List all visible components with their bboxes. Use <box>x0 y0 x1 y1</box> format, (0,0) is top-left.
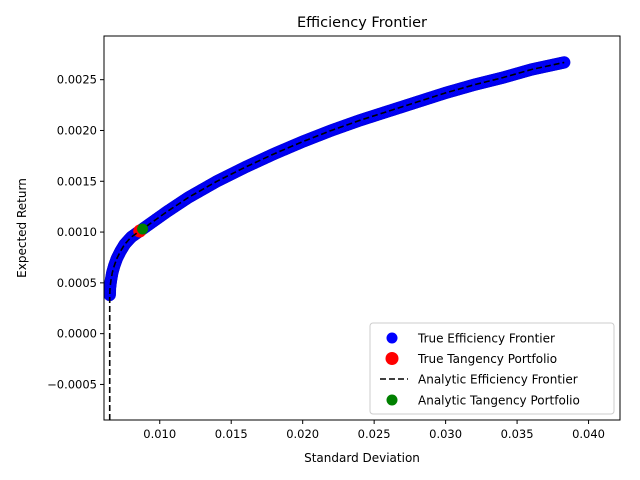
legend-label-analytic-frontier: Analytic Efficiency Frontier <box>418 373 578 387</box>
legend: True Efficiency Frontier True Tangency P… <box>369 322 615 415</box>
x-tick-label: 0.030 <box>429 427 462 441</box>
legend-marker-true-tangency <box>385 352 399 365</box>
x-axis: 0.010 0.015 0.020 0.025 0.030 0.035 0.040 <box>143 420 605 441</box>
x-tick-label: 0.015 <box>215 427 248 441</box>
chart-title: Efficiency Frontier <box>297 15 427 31</box>
legend-label-analytic-tangency: Analytic Tangency Portfolio <box>418 394 580 408</box>
y-tick-label: −0.0005 <box>47 377 97 391</box>
x-tick-label: 0.020 <box>286 427 319 441</box>
legend-label-true-frontier: True Efficiency Frontier <box>417 332 555 346</box>
legend-frame <box>369 322 615 415</box>
y-tick-label: 0.0010 <box>57 225 97 239</box>
frontier-point <box>558 56 571 69</box>
legend-marker-analytic-tangency <box>386 394 398 406</box>
y-tick-label: 0.0000 <box>57 327 97 341</box>
plot-frame <box>103 35 621 421</box>
x-tick-label: 0.010 <box>143 427 176 441</box>
x-tick-label: 0.025 <box>358 427 391 441</box>
y-tick-label: 0.0020 <box>57 123 97 137</box>
legend-marker-true-frontier <box>386 332 398 344</box>
x-tick-label: 0.040 <box>572 427 605 441</box>
y-tick-label: 0.0005 <box>57 276 97 290</box>
x-tick-label: 0.035 <box>501 427 534 441</box>
analytic-tangency-point <box>137 223 149 235</box>
analytic-frontier-line <box>108 61 565 420</box>
y-tick-label: 0.0025 <box>57 73 97 87</box>
series-layer <box>104 56 571 420</box>
y-tick-label: 0.0015 <box>57 174 97 188</box>
y-axis: −0.0005 0.0000 0.0005 0.0010 0.0015 0.0020 0.0… <box>47 73 104 391</box>
y-axis-label: Expected Return <box>15 178 29 278</box>
legend-label-true-tangency: True Tangency Portfolio <box>417 352 557 366</box>
x-axis-label: Standard Deviation <box>304 451 420 465</box>
